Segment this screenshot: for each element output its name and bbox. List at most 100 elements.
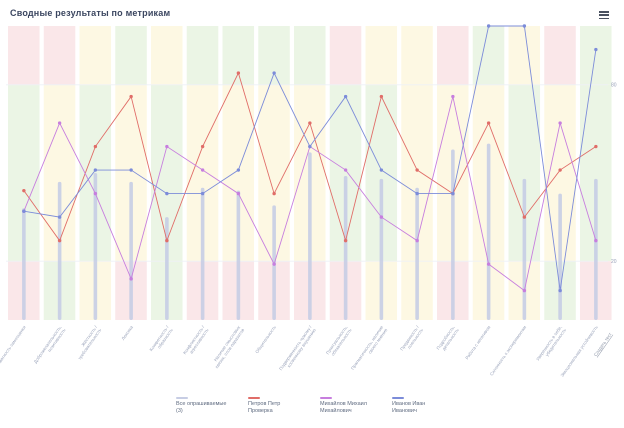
data-point[interactable] [522,24,527,28]
data-point[interactable] [594,47,598,52]
avg-bar[interactable] [308,152,312,320]
x-axis-label: Общительность [254,324,277,354]
zone-band [222,26,255,85]
avg-bar[interactable] [165,217,169,320]
avg-bar[interactable] [451,149,455,320]
data-point[interactable] [93,168,98,172]
legend-marker-icon [320,397,332,399]
data-point[interactable] [57,215,62,219]
data-point[interactable] [379,168,384,172]
x-axis-label: Прагматичность, наличиесвоего мнения [350,324,389,373]
data-point[interactable] [558,168,562,172]
data-point[interactable] [129,94,133,99]
data-point[interactable] [308,121,312,125]
data-point[interactable] [558,121,562,125]
data-point[interactable] [594,144,598,149]
data-point[interactable] [129,277,133,281]
x-axis-label: Адекватность самооценки [0,324,27,371]
data-point[interactable] [236,168,241,172]
data-point[interactable] [272,262,276,266]
avg-bar[interactable] [236,190,241,320]
avg-bar[interactable] [379,178,384,320]
create-test-link[interactable]: Создать тест [593,331,614,357]
data-point[interactable] [486,24,491,28]
legend-item-0[interactable]: Все опрашиваемые (3) [176,397,232,416]
data-point[interactable] [415,168,419,172]
x-axis-label: Подверженность чужому /косвенному внушен… [278,324,317,374]
data-point[interactable] [451,191,455,196]
zone-band [294,26,326,85]
data-point[interactable] [165,191,169,196]
data-point[interactable] [522,288,527,293]
zone-band [329,26,362,85]
avg-bar[interactable] [594,178,598,320]
data-point[interactable] [272,191,276,196]
x-axis-label: Склонность к экспериментам [489,325,527,377]
data-point[interactable] [22,209,26,213]
x-axis-label: Жёсткость /требовательность [73,324,103,361]
data-point[interactable] [165,144,169,149]
data-point[interactable] [22,188,26,193]
data-point[interactable] [343,168,348,172]
zone-band [544,26,576,85]
hamburger-menu-icon [599,14,609,16]
data-point[interactable] [93,144,98,149]
data-point[interactable] [165,238,169,243]
x-axis-label: Конкретность /образность [148,324,174,355]
zone-band [186,26,219,85]
avg-bar[interactable] [343,175,348,320]
data-point[interactable] [200,144,205,149]
data-point[interactable] [379,94,384,99]
data-point[interactable] [200,168,205,172]
chart-context-menu-button[interactable] [597,10,611,22]
data-point[interactable] [200,191,205,196]
data-point[interactable] [272,71,276,75]
data-point[interactable] [486,121,491,125]
legend-item-1[interactable]: Петров Петр Проверка [248,397,304,416]
data-point[interactable] [415,238,419,243]
legend-item-2[interactable]: Михайлов Михаил Михайлович [320,397,376,416]
zone-band [115,26,147,85]
data-point[interactable] [343,238,348,243]
data-point[interactable] [308,144,312,149]
data-point[interactable] [415,191,419,196]
data-point[interactable] [93,191,98,196]
x-axis-label: Пунктуальность,обязательность [325,324,353,358]
avg-bar[interactable] [22,208,26,320]
legend-item-3[interactable]: Иванов Иван Иванович [392,397,448,416]
x-axis-label: Доброжелательность,позитивность [33,324,67,367]
data-point[interactable] [522,215,527,219]
legend-label: Петров Петр Проверка [248,401,281,415]
data-point[interactable] [57,121,62,125]
data-point[interactable] [129,168,133,172]
hamburger-menu-icon [599,17,609,20]
avg-bar[interactable] [129,181,133,320]
y-tick-label: 20 [611,259,617,265]
avg-bar[interactable] [415,187,419,320]
x-axis-label: Лексика [120,324,134,341]
x-axis-label: Наличие смысловыхсвязок, слов-паразитов [210,324,246,369]
data-point[interactable] [343,94,348,99]
avg-bar[interactable] [57,181,62,320]
data-point[interactable] [236,71,241,75]
zone-band [401,26,433,85]
legend-label: Михайлов Михаил Михайлович [320,401,367,415]
zone-band [365,26,398,85]
avg-bar[interactable] [486,143,491,320]
legend-marker-icon [248,397,260,399]
data-point[interactable] [236,191,241,196]
data-point[interactable] [594,238,598,243]
zone-band [151,26,183,85]
x-axis-label: Конфликтность /агрессивность [182,324,210,358]
data-point[interactable] [379,215,384,219]
avg-bar[interactable] [558,193,562,320]
data-point[interactable] [486,262,491,266]
page-title: Сводные результаты по метрикам [10,8,171,18]
avg-bar[interactable] [93,173,98,320]
data-point[interactable] [57,238,62,243]
avg-bar[interactable] [200,187,205,320]
avg-bar[interactable] [522,178,527,320]
data-point[interactable] [451,94,455,99]
data-point[interactable] [558,288,562,293]
